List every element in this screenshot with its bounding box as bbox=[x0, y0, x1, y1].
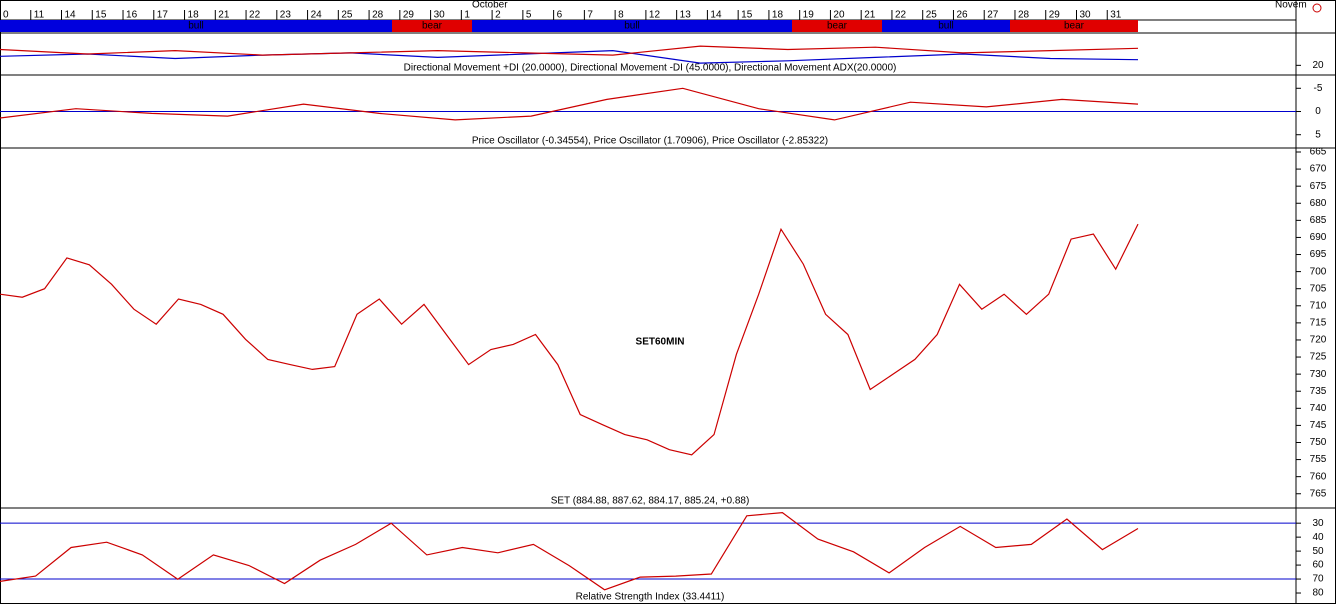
day-label: 17 bbox=[157, 10, 169, 21]
day-label: 18 bbox=[188, 10, 200, 21]
watermark: SET60MIN bbox=[636, 337, 685, 348]
day-label: 15 bbox=[95, 10, 107, 21]
panel-title: Directional Movement +DI (20.0000), Dire… bbox=[404, 63, 897, 74]
day-label: 31 bbox=[1110, 10, 1122, 21]
y-tick-label: 695 bbox=[1310, 249, 1327, 260]
series-line bbox=[0, 223, 1139, 456]
series-line bbox=[0, 511, 1139, 591]
day-label: 30 bbox=[1079, 10, 1091, 21]
y-tick-label: 0 bbox=[1315, 106, 1321, 117]
day-label: 24 bbox=[311, 10, 323, 21]
trend-label: bull bbox=[938, 21, 954, 32]
trend-label: bear bbox=[827, 21, 848, 32]
day-label: 12 bbox=[649, 10, 661, 21]
trend-segment bbox=[392, 20, 472, 32]
y-tick-label: 50 bbox=[1312, 546, 1324, 557]
close-icon[interactable] bbox=[1312, 3, 1322, 13]
y-tick-label: 710 bbox=[1310, 300, 1327, 311]
y-tick-label: 20 bbox=[1312, 60, 1324, 71]
series-line bbox=[0, 49, 1139, 64]
day-label: 25 bbox=[926, 10, 938, 21]
day-label: 21 bbox=[218, 10, 230, 21]
trend-label: bull bbox=[624, 21, 640, 32]
y-tick-label: 700 bbox=[1310, 266, 1327, 277]
day-label: 8 bbox=[618, 10, 624, 21]
y-tick-label: 725 bbox=[1310, 352, 1327, 363]
day-label: 28 bbox=[1018, 10, 1030, 21]
y-tick-label: 60 bbox=[1312, 560, 1324, 571]
day-label: 18 bbox=[772, 10, 784, 21]
y-tick-label: 705 bbox=[1310, 283, 1327, 294]
day-label: 28 bbox=[372, 10, 384, 21]
day-label: 15 bbox=[741, 10, 753, 21]
y-tick-label: 760 bbox=[1310, 471, 1327, 482]
day-label: 22 bbox=[895, 10, 907, 21]
y-tick-label: 715 bbox=[1310, 318, 1327, 329]
day-label: 7 bbox=[587, 10, 593, 21]
y-tick-label: 40 bbox=[1312, 532, 1324, 543]
day-label: 20 bbox=[833, 10, 845, 21]
trend-segment bbox=[1010, 20, 1138, 32]
day-label: 11 bbox=[34, 10, 45, 21]
trend-label: bull bbox=[188, 21, 204, 32]
y-tick-label: 750 bbox=[1310, 437, 1327, 448]
day-label: 2 bbox=[495, 10, 501, 21]
trend-label: bear bbox=[422, 21, 443, 32]
day-label: 22 bbox=[249, 10, 261, 21]
trend-label: bear bbox=[1064, 21, 1085, 32]
month-label: Novem bbox=[1275, 0, 1307, 11]
trend-segment bbox=[882, 20, 1010, 32]
panel-title: Relative Strength Index (33.4411) bbox=[576, 592, 725, 603]
panel-title: SET (884.88, 887.62, 884.17, 885.24, +0.… bbox=[551, 496, 750, 507]
day-label: 29 bbox=[1049, 10, 1061, 21]
y-tick-label: 740 bbox=[1310, 403, 1327, 414]
day-label: 1 bbox=[464, 10, 470, 21]
month-label: October bbox=[472, 0, 508, 11]
y-tick-label: 30 bbox=[1312, 518, 1324, 529]
day-label: 14 bbox=[65, 10, 77, 21]
y-tick-label: 690 bbox=[1310, 232, 1327, 243]
day-label: 27 bbox=[987, 10, 999, 21]
day-label: 13 bbox=[680, 10, 692, 21]
y-tick-label: 745 bbox=[1310, 420, 1327, 431]
trend-segment bbox=[0, 20, 392, 32]
day-label: 23 bbox=[280, 10, 292, 21]
y-tick-label: 675 bbox=[1310, 181, 1327, 192]
y-tick-label: 80 bbox=[1312, 588, 1324, 599]
y-tick-label: 670 bbox=[1310, 164, 1327, 175]
day-label: 6 bbox=[557, 10, 563, 21]
y-tick-label: 720 bbox=[1310, 335, 1327, 346]
day-label: 0 bbox=[3, 10, 9, 21]
y-tick-label: 680 bbox=[1310, 198, 1327, 209]
day-label: 19 bbox=[803, 10, 815, 21]
day-label: 5 bbox=[526, 10, 532, 21]
day-label: 16 bbox=[126, 10, 138, 21]
day-label: 26 bbox=[956, 10, 968, 21]
y-tick-label: 735 bbox=[1310, 386, 1327, 397]
series-line bbox=[0, 45, 1139, 56]
y-tick-label: 685 bbox=[1310, 215, 1327, 226]
day-label: 21 bbox=[864, 10, 876, 21]
y-tick-label: 765 bbox=[1310, 488, 1327, 499]
day-label: 25 bbox=[341, 10, 353, 21]
y-tick-label: 5 bbox=[1315, 129, 1321, 140]
trend-segment bbox=[792, 20, 882, 32]
y-tick-label: 730 bbox=[1310, 369, 1327, 380]
day-label: 29 bbox=[403, 10, 415, 21]
y-tick-label: -5 bbox=[1314, 83, 1323, 94]
day-label: 14 bbox=[710, 10, 722, 21]
panel-title: Price Oscillator (-0.34554), Price Oscil… bbox=[472, 136, 828, 147]
trend-segment bbox=[472, 20, 792, 32]
y-tick-label: 665 bbox=[1310, 147, 1327, 158]
y-tick-label: 70 bbox=[1312, 574, 1324, 585]
y-tick-label: 755 bbox=[1310, 454, 1327, 465]
day-label: 30 bbox=[434, 10, 446, 21]
series-line bbox=[0, 87, 1139, 121]
